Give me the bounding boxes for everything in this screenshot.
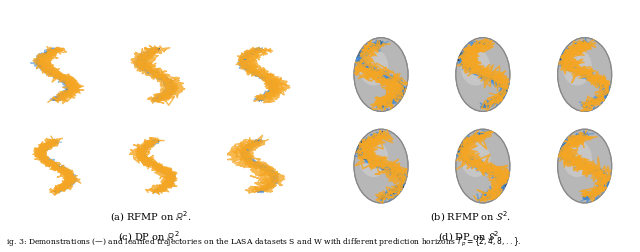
Ellipse shape	[456, 129, 510, 203]
Ellipse shape	[354, 129, 408, 203]
Text: ig. 3: Demonstrations ($\mathbf{—}$) and learned trajectories on the LASA datase: ig. 3: Demonstrations ($\mathbf{—}$) and…	[6, 236, 522, 249]
Ellipse shape	[461, 140, 490, 177]
Ellipse shape	[557, 38, 612, 111]
Text: (d) DP on $\mathcal{S}^2$.: (d) DP on $\mathcal{S}^2$.	[438, 230, 503, 244]
Ellipse shape	[359, 140, 388, 177]
Ellipse shape	[563, 49, 592, 86]
Text: (a) RFMP on $\mathbb{R}^2$.: (a) RFMP on $\mathbb{R}^2$.	[109, 209, 191, 224]
Ellipse shape	[359, 49, 388, 86]
Text: (b) RFMP on $\mathcal{S}^2$.: (b) RFMP on $\mathcal{S}^2$.	[430, 209, 511, 224]
Ellipse shape	[563, 140, 592, 177]
Ellipse shape	[557, 129, 612, 203]
Ellipse shape	[456, 38, 510, 111]
Ellipse shape	[354, 38, 408, 111]
Text: (c) DP on $\mathbb{R}^2$.: (c) DP on $\mathbb{R}^2$.	[118, 230, 183, 244]
Ellipse shape	[461, 49, 490, 86]
